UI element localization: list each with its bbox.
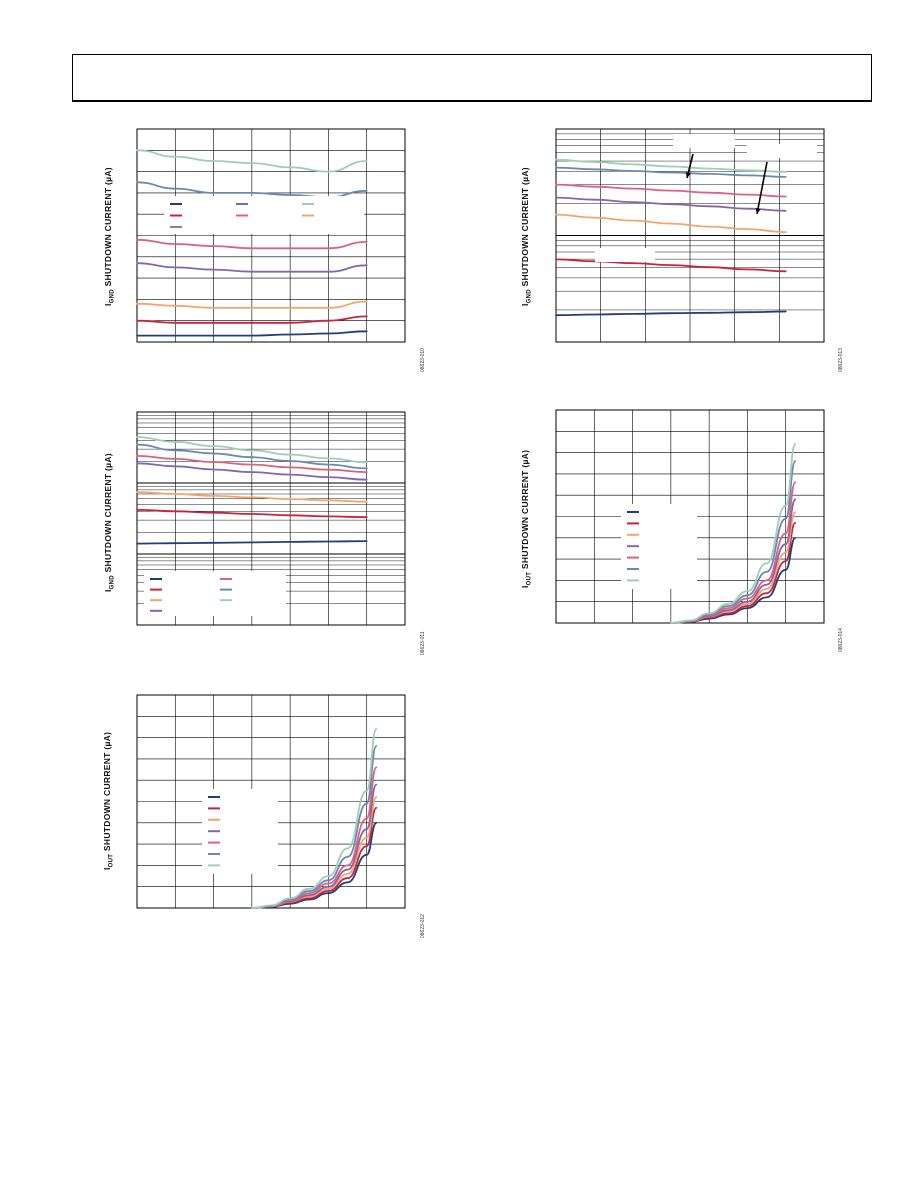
annotation-box [673, 134, 735, 148]
series-group [251, 728, 378, 909]
series-line-6 [136, 508, 368, 519]
figure-id: 08623-013 [838, 348, 844, 372]
y-axis-label: IGND SHUTDOWN CURRENT (µA) [103, 167, 116, 306]
chart-figure-11 [136, 411, 406, 626]
series-line-5 [136, 300, 368, 309]
series-line-7 [555, 310, 787, 317]
series-group [555, 158, 787, 317]
chart-figure-12 [136, 694, 406, 909]
chart-figure-13 [555, 128, 825, 343]
series-line-1 [136, 436, 368, 464]
series-line-5 [136, 491, 368, 503]
series-line-7 [670, 443, 797, 624]
series-line-4 [136, 462, 368, 481]
series-line-3 [136, 455, 368, 473]
series-group [670, 443, 797, 624]
figure-id: 08623-011 [420, 631, 426, 655]
annotation-box [747, 144, 817, 158]
chart-figure-14 [555, 409, 825, 624]
figure-id: 08623-014 [838, 628, 844, 652]
series-line-1 [555, 158, 787, 173]
plot-frame [555, 409, 825, 624]
annotation-arrow [756, 161, 768, 215]
annotation-box [595, 248, 655, 262]
series-line-4 [555, 196, 787, 212]
grid [556, 128, 824, 343]
legend [144, 571, 286, 616]
legend [621, 504, 697, 589]
page-header-box [72, 54, 872, 102]
y-axis-label: IOUT SHUTDOWN CURRENT (µA) [520, 449, 533, 588]
plot-frame [136, 128, 406, 343]
plot-frame [136, 411, 406, 626]
series-group [136, 436, 368, 545]
series-line-7 [136, 330, 368, 337]
grid [137, 129, 405, 342]
series-line-6 [136, 315, 368, 324]
legend [164, 196, 364, 234]
series-line-3 [136, 238, 368, 250]
y-axis-label: IOUT SHUTDOWN CURRENT (µA) [102, 731, 115, 870]
annotation-arrowhead [685, 172, 691, 178]
plot-frame [136, 694, 406, 909]
legend [202, 789, 278, 874]
y-axis-label: IGND SHUTDOWN CURRENT (µA) [103, 453, 116, 592]
series-line-6 [555, 258, 787, 273]
annotations [595, 134, 817, 262]
series-line-2 [136, 443, 368, 470]
legend-box [164, 196, 364, 234]
series-line-3 [555, 183, 787, 198]
legend-box [144, 571, 286, 616]
plot-frame [555, 128, 825, 343]
series-line-4 [136, 262, 368, 273]
chart-figure-10 [136, 128, 406, 343]
series-line-7 [251, 728, 378, 909]
figure-id: 08623-010 [420, 348, 426, 372]
annotation-arrowhead [755, 208, 761, 214]
series-line-2 [555, 166, 787, 178]
series-line-7 [136, 540, 368, 545]
series-line-5 [555, 213, 787, 233]
y-axis-label: IGND SHUTDOWN CURRENT (µA) [520, 167, 533, 306]
figure-id: 08623-012 [420, 914, 426, 938]
series-line-1 [136, 149, 368, 173]
